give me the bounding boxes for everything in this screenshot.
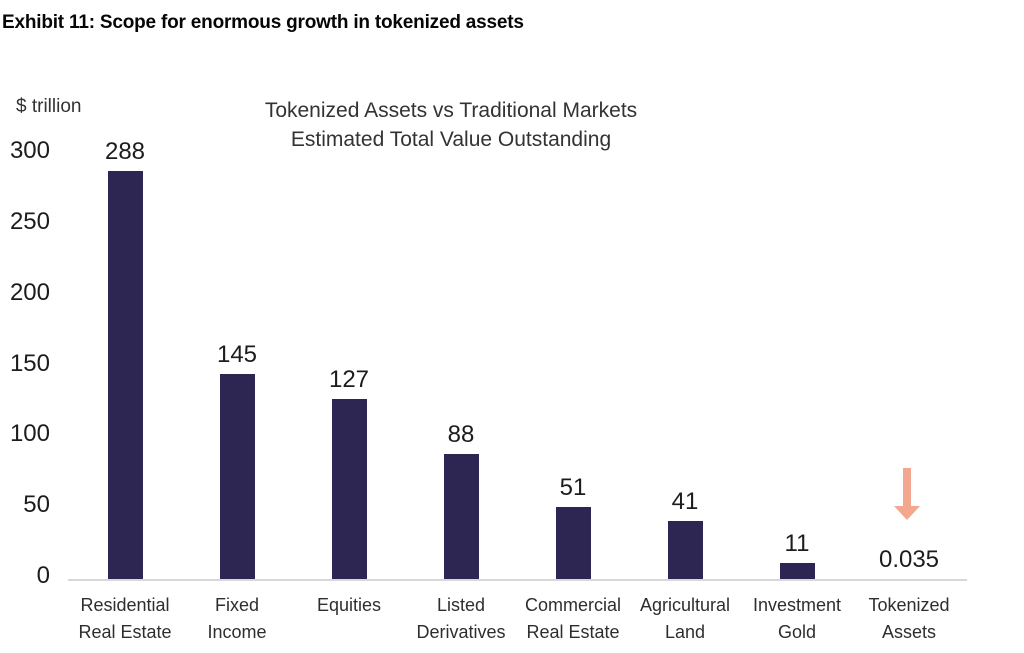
- value-label: 0.035: [878, 546, 940, 573]
- category-label-line: Commercial: [524, 595, 621, 615]
- category-label: Agricultural Land: [623, 592, 747, 646]
- category-label: Tokenized Assets: [847, 592, 971, 646]
- category-label-line: Real Estate: [526, 622, 620, 642]
- y-tick-label: 250: [9, 207, 50, 235]
- category-label: Investment Gold: [735, 592, 859, 646]
- down-arrow-shaft: [903, 468, 911, 508]
- value-label: 88: [447, 421, 475, 449]
- category-label-line: Listed: [436, 595, 486, 615]
- value-label: 51: [559, 473, 587, 501]
- category-label-line: Land: [664, 622, 706, 642]
- y-tick-label: 150: [9, 349, 50, 377]
- y-tick-label: 100: [9, 420, 50, 448]
- category-label: Residential Real Estate: [63, 592, 187, 646]
- category-label: Listed Derivatives: [399, 592, 523, 646]
- bar: [555, 506, 591, 579]
- category-label: Equities: [287, 592, 411, 619]
- category-label-line: Derivatives: [416, 622, 506, 642]
- x-axis-line: [68, 579, 967, 581]
- chart-title-line1: Tokenized Assets vs Traditional Markets: [264, 99, 638, 122]
- value-label: 127: [328, 366, 370, 394]
- down-arrow-head: [894, 506, 920, 520]
- bar: [779, 563, 815, 579]
- value-label: 41: [671, 487, 699, 515]
- bar: [443, 454, 479, 579]
- category-label-line: Real Estate: [78, 622, 172, 642]
- bar: [219, 373, 255, 579]
- category-label: Commercial Real Estate: [511, 592, 635, 646]
- category-label-line: Investment: [752, 595, 842, 615]
- category-label-line: Fixed: [214, 595, 259, 615]
- category-label-line: Income: [207, 622, 267, 642]
- y-tick-label: 50: [23, 491, 50, 519]
- y-tick-label: 200: [9, 278, 50, 306]
- bar: [667, 520, 703, 579]
- value-label: 288: [104, 138, 146, 165]
- category-label-line: Agricultural: [639, 595, 731, 615]
- y-tick-label: 300: [9, 137, 50, 164]
- y-axis-unit-label: $ trillion: [16, 96, 82, 117]
- category-label-line: Gold: [777, 622, 817, 642]
- category-label-line: Equities: [316, 595, 382, 615]
- chart-title-line2: Estimated Total Value Outstanding: [290, 128, 612, 151]
- exhibit-title: Exhibit 11: Scope for enormous growth in…: [2, 12, 524, 33]
- category-label-line: Assets: [881, 622, 937, 642]
- bar: [107, 171, 143, 579]
- category-label: Fixed Income: [175, 592, 299, 646]
- value-label: 145: [216, 340, 258, 368]
- bar: [331, 399, 367, 579]
- category-label-line: Tokenized: [868, 595, 950, 615]
- value-label: 11: [784, 530, 810, 558]
- y-tick-label: 0: [36, 562, 50, 589]
- category-label-line: Residential: [80, 595, 170, 615]
- chart-title: Tokenized Assets vs Traditional Markets …: [151, 96, 751, 154]
- down-arrow-icon: [894, 468, 920, 520]
